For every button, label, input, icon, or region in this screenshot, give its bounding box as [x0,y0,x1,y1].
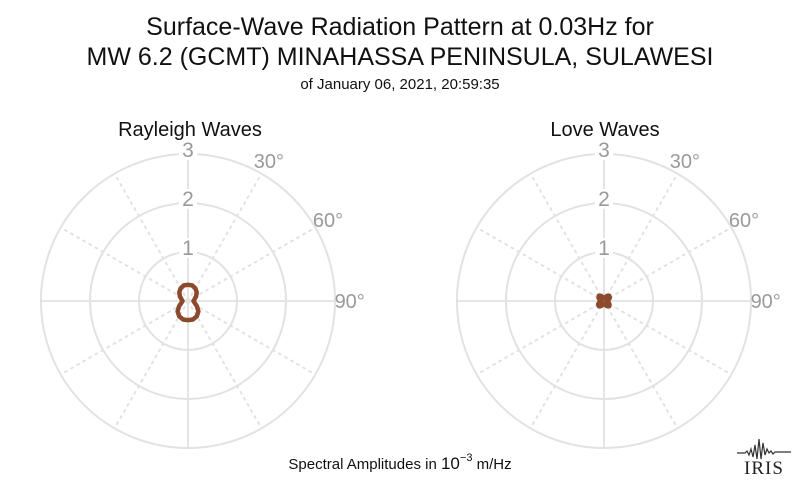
radial-tick-label-bg [179,238,197,258]
angular-gridline [603,172,679,302]
radial-tick-label: 1 [598,237,610,260]
radial-tick-label: 2 [182,188,194,211]
angular-gridline [603,226,733,302]
radial-tick-label-bg [595,140,613,160]
angular-gridline [187,300,317,376]
units-suffix: m/Hz [472,456,512,473]
love-panel-title: Love Waves [550,119,660,141]
chart-title-line-1: Surface-Wave Radiation Pattern at 0.03Hz… [146,13,654,41]
angular-gridline [113,300,189,430]
radial-tick-label: 3 [182,139,194,162]
radial-tick-label: 2 [598,188,610,211]
angular-gridline [529,172,605,302]
iris-logo: IRIS [735,437,793,483]
units-exponent: −3 [459,452,473,464]
units-prefix: Spectral Amplitudes in [288,456,441,473]
angular-gridline [187,226,317,302]
seismogram-icon [737,438,791,460]
radiation-pattern-line [595,293,613,309]
rayleigh-polar-plot: 1 2 3 30° 60° 90° [40,139,365,449]
angular-gridline [529,300,605,430]
angular-gridline [59,300,189,376]
rayleigh-panel-title: Rayleigh Waves [118,119,262,141]
radial-tick-label: 1 [182,237,194,260]
radial-tick-label-bg [179,140,197,160]
angle-tick-label: 60° [313,210,343,232]
angle-tick-label: 60° [729,210,759,232]
angular-gridline [603,300,679,430]
radial-tick-label-bg [595,238,613,258]
angle-tick-label: 90° [335,291,365,313]
radiation-pattern-line [175,282,201,323]
angular-gridline [113,172,189,302]
angle-tick-label: 90° [751,291,781,313]
angular-gridline [187,172,263,302]
angular-gridline [475,226,605,302]
radial-tick-label: 3 [598,139,610,162]
angular-gridline [475,300,605,376]
chart-subtitle: of January 06, 2021, 20:59:35 [300,76,500,93]
chart-title-line-2: MW 6.2 (GCMT) MINAHASSA PENINSULA, SULAW… [86,43,714,71]
units-base: 10 [440,454,460,473]
angular-gridline [603,300,733,376]
angular-gridline [59,226,189,302]
iris-logo-text: IRIS [744,458,784,479]
angle-tick-label: 30° [254,151,284,173]
amplitude-units-label: Spectral Amplitudes in 10−3 m/Hz [0,452,800,474]
angular-gridline [187,300,263,430]
radial-tick-label-bg [179,189,197,209]
love-polar-plot: 1 2 3 30° 60° 90° [456,139,781,449]
angle-tick-label: 30° [670,151,700,173]
radial-tick-label-bg [595,189,613,209]
